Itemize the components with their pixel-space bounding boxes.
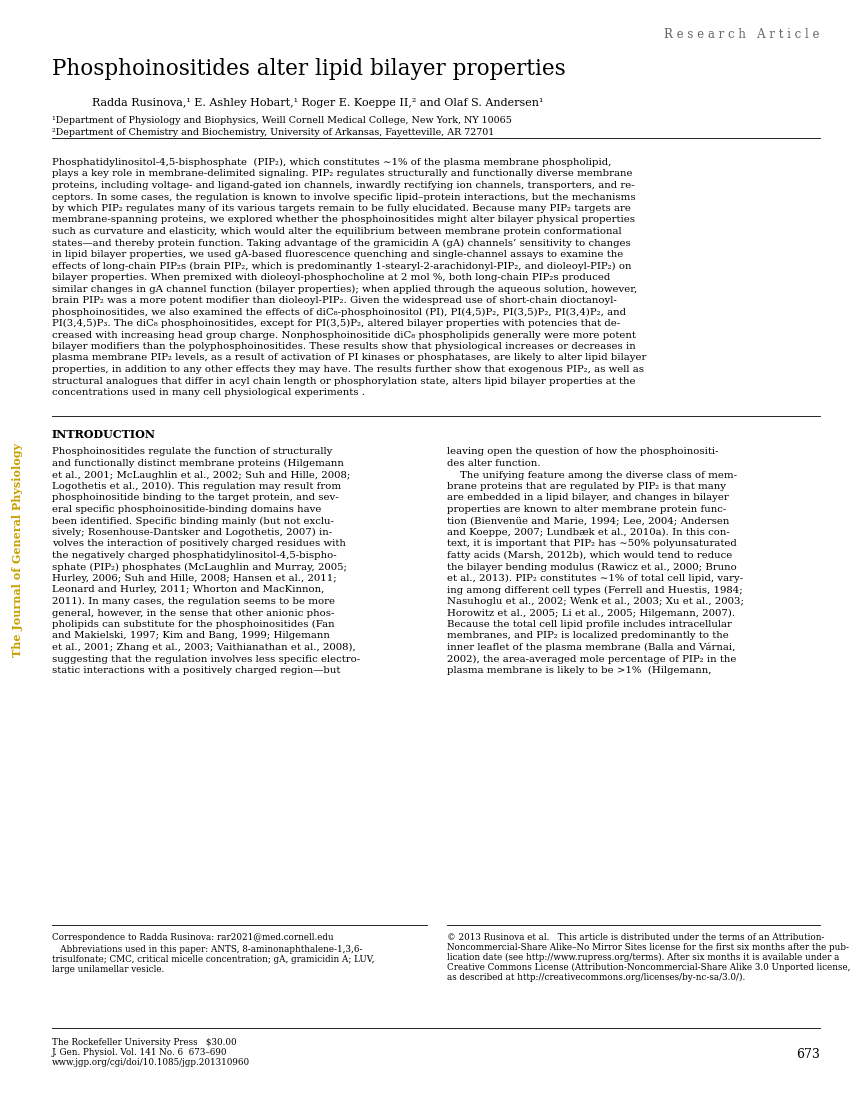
Text: ceptors. In some cases, the regulation is known to involve specific lipid–protei: ceptors. In some cases, the regulation i…	[52, 192, 636, 201]
Text: tion (Bienvenüe and Marie, 1994; Lee, 2004; Andersen: tion (Bienvenüe and Marie, 1994; Lee, 20…	[447, 517, 729, 526]
Text: phosphoinositides, we also examined the effects of diC₈-phosphoinositol (PI), PI: phosphoinositides, we also examined the …	[52, 308, 626, 317]
Text: properties are known to alter membrane protein func-: properties are known to alter membrane p…	[447, 505, 726, 514]
Text: des alter function.: des alter function.	[447, 459, 541, 468]
Text: et al., 2001; McLaughlin et al., 2002; Suh and Hille, 2008;: et al., 2001; McLaughlin et al., 2002; S…	[52, 471, 350, 480]
Text: Horowitz et al., 2005; Li et al., 2005; Hilgemann, 2007).: Horowitz et al., 2005; Li et al., 2005; …	[447, 608, 735, 617]
Text: 2011). In many cases, the regulation seems to be more: 2011). In many cases, the regulation see…	[52, 597, 335, 606]
Text: and Koeppe, 2007; Lundbæk et al., 2010a). In this con-: and Koeppe, 2007; Lundbæk et al., 2010a)…	[447, 528, 730, 537]
Text: in lipid bilayer properties, we used gA-based fluorescence quenching and single-: in lipid bilayer properties, we used gA-…	[52, 250, 623, 258]
Text: Because the total cell lipid profile includes intracellular: Because the total cell lipid profile inc…	[447, 620, 732, 629]
Text: The Journal of General Physiology: The Journal of General Physiology	[13, 443, 24, 657]
Text: suggesting that the regulation involves less specific electro-: suggesting that the regulation involves …	[52, 654, 360, 663]
Text: INTRODUCTION: INTRODUCTION	[52, 429, 156, 440]
Text: inner leaflet of the plasma membrane (Balla and Várnai,: inner leaflet of the plasma membrane (Ba…	[447, 644, 735, 652]
Text: 2002), the area-averaged mole percentage of PIP₂ in the: 2002), the area-averaged mole percentage…	[447, 654, 736, 663]
Text: static interactions with a positively charged region—but: static interactions with a positively ch…	[52, 666, 340, 675]
Text: Correspondence to Radda Rusinova: rar2021@med.cornell.edu: Correspondence to Radda Rusinova: rar202…	[52, 933, 333, 942]
Text: bilayer properties. When premixed with dioleoyl-phosphocholine at 2 mol %, both : bilayer properties. When premixed with d…	[52, 273, 610, 282]
Text: brane proteins that are regulated by PIP₂ is that many: brane proteins that are regulated by PIP…	[447, 482, 726, 491]
Text: leaving open the question of how the phosphoinositi-: leaving open the question of how the pho…	[447, 448, 718, 456]
Text: Phosphoinositides alter lipid bilayer properties: Phosphoinositides alter lipid bilayer pr…	[52, 58, 566, 80]
Text: such as curvature and elasticity, which would alter the equilibrium between memb: such as curvature and elasticity, which …	[52, 227, 621, 236]
Text: 673: 673	[796, 1048, 820, 1062]
Text: J. Gen. Physiol. Vol. 141 No. 6  673–690: J. Gen. Physiol. Vol. 141 No. 6 673–690	[52, 1048, 228, 1057]
Text: phosphoinositide binding to the target protein, and sev-: phosphoinositide binding to the target p…	[52, 494, 338, 503]
Text: plays a key role in membrane-delimited signaling. PIP₂ regulates structurally an: plays a key role in membrane-delimited s…	[52, 169, 632, 178]
Text: pholipids can substitute for the phosphoinositides (Fan: pholipids can substitute for the phospho…	[52, 620, 335, 629]
Text: membrane-spanning proteins, we explored whether the phosphoinositides might alte: membrane-spanning proteins, we explored …	[52, 216, 635, 224]
Text: structural analogues that differ in acyl chain length or phosphorylation state, : structural analogues that differ in acyl…	[52, 376, 636, 385]
Text: the bilayer bending modulus (Rawicz et al., 2000; Bruno: the bilayer bending modulus (Rawicz et a…	[447, 562, 737, 572]
Text: R e s e a r c h   A r t i c l e: R e s e a r c h A r t i c l e	[665, 28, 820, 41]
Text: states—and thereby protein function. Taking advantage of the gramicidin A (gA) c: states—and thereby protein function. Tak…	[52, 239, 631, 248]
Text: and functionally distinct membrane proteins (Hilgemann: and functionally distinct membrane prote…	[52, 459, 344, 469]
Text: The unifying feature among the diverse class of mem-: The unifying feature among the diverse c…	[447, 471, 737, 480]
Text: Noncommercial-Share Alike–No Mirror Sites license for the first six months after: Noncommercial-Share Alike–No Mirror Site…	[447, 943, 849, 951]
Text: eral specific phosphoinositide-binding domains have: eral specific phosphoinositide-binding d…	[52, 505, 321, 514]
Text: fatty acids (Marsh, 2012b), which would tend to reduce: fatty acids (Marsh, 2012b), which would …	[447, 551, 732, 560]
Text: concentrations used in many cell physiological experiments .: concentrations used in many cell physiol…	[52, 388, 365, 397]
Text: Leonard and Hurley, 2011; Whorton and MacKinnon,: Leonard and Hurley, 2011; Whorton and Ma…	[52, 585, 325, 594]
Text: Nasuhoglu et al., 2002; Wenk et al., 2003; Xu et al., 2003;: Nasuhoglu et al., 2002; Wenk et al., 200…	[447, 597, 744, 606]
Text: Creative Commons License (Attribution-Noncommercial-Share Alike 3.0 Unported lic: Creative Commons License (Attribution-No…	[447, 962, 850, 972]
Text: been identified. Specific binding mainly (but not exclu-: been identified. Specific binding mainly…	[52, 517, 334, 526]
Text: ing among different cell types (Ferrell and Huestis, 1984;: ing among different cell types (Ferrell …	[447, 585, 743, 595]
Text: effects of long-chain PIP₂s (brain PIP₂, which is predominantly 1-stearyl-2-arac: effects of long-chain PIP₂s (brain PIP₂,…	[52, 262, 632, 271]
Text: trisulfonate; CMC, critical micelle concentration; gA, gramicidin A; LUV,: trisulfonate; CMC, critical micelle conc…	[52, 955, 375, 964]
Text: PI(3,4,5)P₃. The diC₈ phosphoinositides, except for PI(3,5)P₂, altered bilayer p: PI(3,4,5)P₃. The diC₈ phosphoinositides,…	[52, 319, 620, 328]
Text: Phosphoinositides regulate the function of structurally: Phosphoinositides regulate the function …	[52, 448, 332, 456]
Text: www.jgp.org/cgi/doi/10.1085/jgp.201310960: www.jgp.org/cgi/doi/10.1085/jgp.20131096…	[52, 1058, 250, 1067]
Text: © 2013 Rusinova et al.   This article is distributed under the terms of an Attri: © 2013 Rusinova et al. This article is d…	[447, 933, 824, 942]
Text: and Makielski, 1997; Kim and Bang, 1999; Hilgemann: and Makielski, 1997; Kim and Bang, 1999;…	[52, 631, 330, 640]
Text: as described at http://creativecommons.org/licenses/by-nc-sa/3.0/).: as described at http://creativecommons.o…	[447, 974, 745, 982]
Text: the negatively charged phosphatidylinositol-4,5-bispho-: the negatively charged phosphatidylinosi…	[52, 551, 337, 560]
Text: Logothetis et al., 2010). This regulation may result from: Logothetis et al., 2010). This regulatio…	[52, 482, 341, 491]
Text: bilayer modifiers than the polyphosphoinositides. These results show that physio: bilayer modifiers than the polyphosphoin…	[52, 342, 636, 351]
Text: sphate (PIP₂) phosphates (McLaughlin and Murray, 2005;: sphate (PIP₂) phosphates (McLaughlin and…	[52, 562, 347, 572]
Text: brain PIP₂ was a more potent modifier than dioleoyl-PIP₂. Given the widespread u: brain PIP₂ was a more potent modifier th…	[52, 296, 617, 305]
Text: Radda Rusinova,¹ E. Ashley Hobart,¹ Roger E. Koeppe II,² and Olaf S. Andersen¹: Radda Rusinova,¹ E. Ashley Hobart,¹ Roge…	[92, 98, 543, 108]
Text: are embedded in a lipid bilayer, and changes in bilayer: are embedded in a lipid bilayer, and cha…	[447, 494, 728, 503]
Text: ²Department of Chemistry and Biochemistry, University of Arkansas, Fayetteville,: ²Department of Chemistry and Biochemistr…	[52, 128, 494, 138]
Text: large unilamellar vesicle.: large unilamellar vesicle.	[52, 965, 164, 974]
Text: text, it is important that PIP₂ has ∼50% polyunsaturated: text, it is important that PIP₂ has ∼50%…	[447, 539, 737, 549]
Text: Phosphatidylinositol-4,5-bisphosphate  (PIP₂), which constitutes ∼1% of the plas: Phosphatidylinositol-4,5-bisphosphate (P…	[52, 158, 611, 167]
Text: plasma membrane is likely to be >1%  (Hilgemann,: plasma membrane is likely to be >1% (Hil…	[447, 666, 711, 675]
Text: creased with increasing head group charge. Nonphosphoinositide diC₈ phospholipid: creased with increasing head group charg…	[52, 330, 636, 340]
Text: plasma membrane PIP₂ levels, as a result of activation of PI kinases or phosphat: plasma membrane PIP₂ levels, as a result…	[52, 353, 646, 363]
Text: lication date (see http://www.rupress.org/terms). After six months it is availab: lication date (see http://www.rupress.or…	[447, 953, 839, 962]
Text: The Rockefeller University Press   $30.00: The Rockefeller University Press $30.00	[52, 1038, 236, 1047]
Text: properties, in addition to any other effects they may have. The results further : properties, in addition to any other eff…	[52, 365, 644, 374]
Text: volves the interaction of positively charged residues with: volves the interaction of positively cha…	[52, 539, 346, 549]
Text: by which PIP₂ regulates many of its various targets remain to be fully elucidate: by which PIP₂ regulates many of its vari…	[52, 204, 631, 213]
Text: general, however, in the sense that other anionic phos-: general, however, in the sense that othe…	[52, 608, 334, 617]
Text: Hurley, 2006; Suh and Hille, 2008; Hansen et al., 2011;: Hurley, 2006; Suh and Hille, 2008; Hanse…	[52, 574, 337, 583]
Text: Abbreviations used in this paper: ANTS, 8-aminonaphthalene-1,3,6-: Abbreviations used in this paper: ANTS, …	[52, 945, 362, 954]
Text: ¹Department of Physiology and Biophysics, Weill Cornell Medical College, New Yor: ¹Department of Physiology and Biophysics…	[52, 116, 512, 125]
Text: et al., 2001; Zhang et al., 2003; Vaithianathan et al., 2008),: et al., 2001; Zhang et al., 2003; Vaithi…	[52, 644, 356, 652]
Text: sively; Rosenhouse-Dantsker and Logothetis, 2007) in-: sively; Rosenhouse-Dantsker and Logothet…	[52, 528, 332, 537]
Text: et al., 2013). PIP₂ constitutes ∼1% of total cell lipid, vary-: et al., 2013). PIP₂ constitutes ∼1% of t…	[447, 574, 743, 583]
Text: proteins, including voltage- and ligand-gated ion channels, inwardly rectifying : proteins, including voltage- and ligand-…	[52, 182, 635, 190]
Text: similar changes in gA channel function (bilayer properties); when applied throug: similar changes in gA channel function (…	[52, 285, 638, 294]
Text: membranes, and PIP₂ is localized predominantly to the: membranes, and PIP₂ is localized predomi…	[447, 631, 728, 640]
